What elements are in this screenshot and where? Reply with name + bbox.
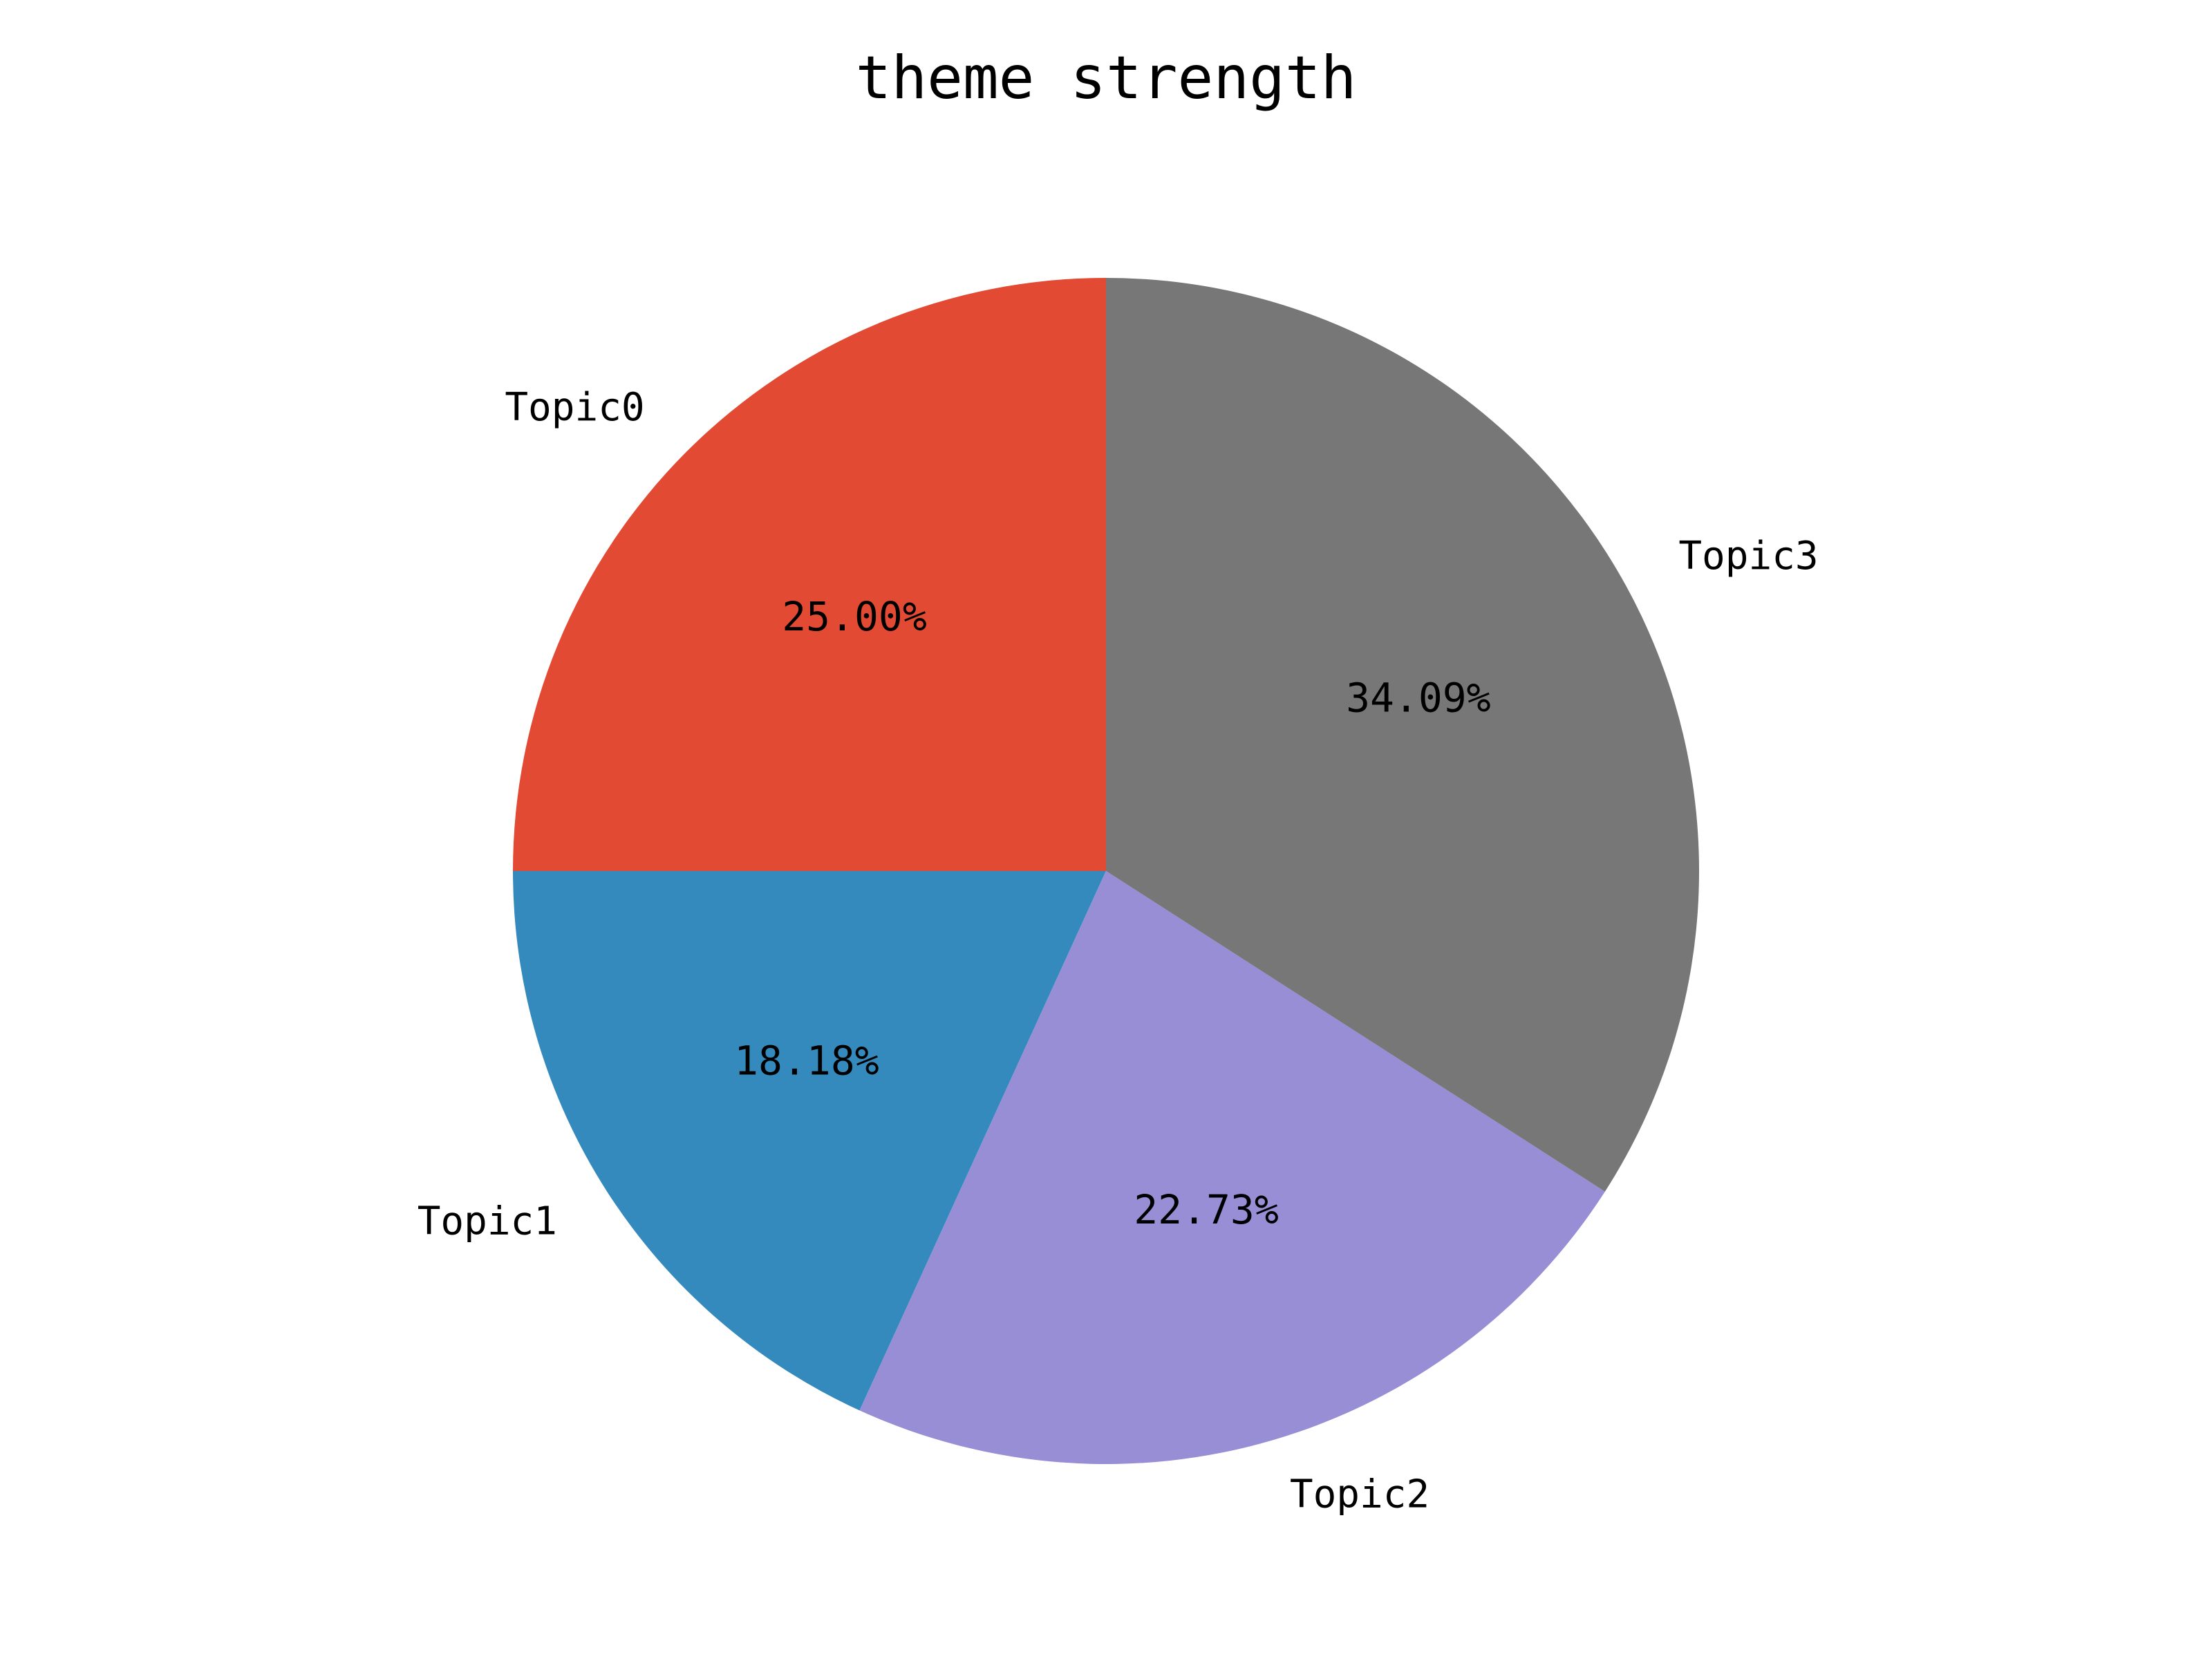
- chart-title: theme strength: [856, 44, 1357, 113]
- slice-label-topic3: Topic3: [1678, 534, 1818, 579]
- slice-label-topic1: Topic1: [418, 1199, 557, 1244]
- pie-slices: [513, 278, 1700, 1464]
- slice-label-topic2: Topic2: [1290, 1472, 1430, 1517]
- slice-percent-topic3: 34.09%: [1346, 674, 1491, 721]
- slice-label-topic0: Topic0: [505, 385, 644, 430]
- slice-percent-topic1: 18.18%: [734, 1037, 879, 1084]
- slice-percent-topic0: 25.00%: [782, 593, 927, 640]
- pie-slice-topic2: [859, 871, 1605, 1464]
- slice-percent-topic2: 22.73%: [1134, 1186, 1279, 1233]
- pie-slice-topic0: [513, 278, 1106, 871]
- pie-slice-topic3: [1106, 278, 1700, 1192]
- pie-slice-topic1: [513, 871, 1106, 1411]
- pie-labels: Topic0 25.00% Topic1 18.18% Topic2 22.73% Topi…: [418, 385, 1819, 1517]
